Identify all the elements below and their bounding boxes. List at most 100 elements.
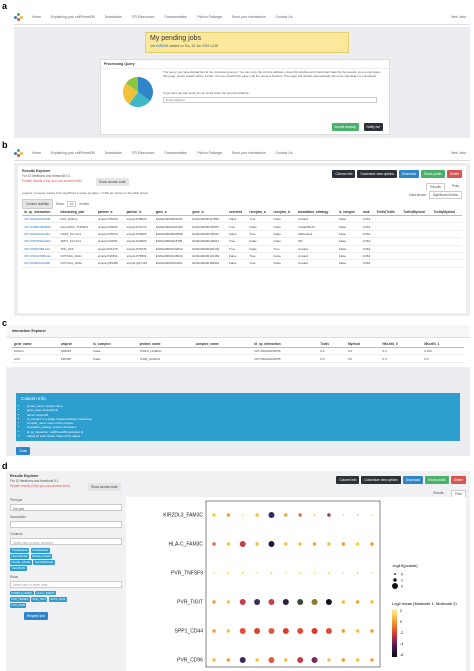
nav-view-jobs[interactable]: View Jobs <box>450 151 466 155</box>
delete-button[interactable]: Delete <box>446 170 462 178</box>
table-row[interactable]: CPI-SS03A0C067B FAS_FASLG simple:P25445 sim… <box>22 215 462 224</box>
column-info-button-d[interactable]: Column info <box>336 476 360 484</box>
description-input[interactable] <box>10 521 122 528</box>
show-access-code-button[interactable]: Show access code <box>96 178 129 186</box>
table-row[interactable]: CPI-SS07B3AA4D3 SPP1_SLC7A1 simple:P10451 s… <box>22 237 462 246</box>
nav-contact[interactable]: Contact Us <box>275 15 293 19</box>
column-tag[interactable]: Myeloid|Tcells <box>10 554 30 559</box>
table-cell[interactable]: CPI-SS039C02AB5 <box>22 259 59 268</box>
request-plot-button[interactable]: Request plot <box>24 611 48 620</box>
customize-view-button-d[interactable]: Customize view options <box>361 476 401 484</box>
table-cell[interactable]: CPI-SS07B3AA4D3 <box>22 237 59 246</box>
show-access-code-button-d[interactable]: Show access code <box>88 483 121 491</box>
job-id-link[interactable]: 6383494 <box>156 44 169 48</box>
column-header-gene-a[interactable]: gene_a <box>153 208 191 216</box>
nav-send-interactions[interactable]: Send your interactions <box>231 151 266 155</box>
share-public-button-d[interactable]: Share public <box>425 476 449 484</box>
tab-plots[interactable]: Plots <box>451 184 459 188</box>
tab-results[interactable]: Results <box>426 183 445 190</box>
download-button[interactable]: Download <box>398 170 420 178</box>
column-header-protein-name[interactable]: protein_name <box>137 340 194 348</box>
nav-explaining[interactable]: Explaining your cellPhoneDB <box>51 151 95 155</box>
tab-plots-d[interactable]: Plots <box>450 490 466 497</box>
column-header-myeloid[interactable]: Myeloid <box>346 340 381 348</box>
delete-button-d[interactable]: Delete <box>450 476 466 484</box>
nav-home[interactable]: Home <box>32 151 42 155</box>
column-header-tcells[interactable]: Tcells <box>318 340 347 348</box>
close-button[interactable]: Close <box>16 447 31 455</box>
nav-explaining[interactable]: Explaining your cellPhoneDB <box>51 15 95 19</box>
show-entries-select[interactable]: 10 <box>66 201 77 207</box>
table-cell[interactable]: CPI-SS0A4FA1A64 <box>22 230 59 239</box>
nav-python-package[interactable]: Python Package <box>197 15 222 19</box>
table-cell[interactable]: CPI-SS0F44B1A2C <box>22 245 59 253</box>
column-header-secreted[interactable]: secreted <box>227 208 248 216</box>
row-tag[interactable]: SPP1_CD44 <box>48 596 67 602</box>
nav-view-jobs[interactable]: View Jobs <box>450 15 466 19</box>
column-header-tcells-tcells[interactable]: Tcells|Tcells <box>374 208 402 216</box>
nav-contact[interactable]: Contact Us <box>275 151 293 155</box>
customize-view-button[interactable]: Customize view options <box>357 170 397 178</box>
table-cell[interactable]: CPI-SS0A27DB14A <box>22 252 59 261</box>
column-header-partner-a[interactable]: partner_a <box>95 208 125 216</box>
column-tag[interactable]: NKcells_0|Tcells <box>30 554 53 559</box>
column-header-gene-name[interactable]: gene_name <box>12 340 59 348</box>
table-row[interactable]: CPI-SS039C02AB5 NOTCH4_JAG2 simple:Q99466 s… <box>22 259 462 268</box>
table-cell[interactable]: CPI-SS03A0C067B <box>22 215 59 224</box>
nav-cpi-resources[interactable]: CPI Resources <box>131 151 155 155</box>
cellphonedb-logo[interactable] <box>14 13 25 21</box>
nav-home[interactable]: Home <box>32 15 42 19</box>
row-tag[interactable]: PVR_TNFSF9 <box>10 596 30 602</box>
column-header-receptor-b[interactable]: receptor_b <box>271 208 296 216</box>
column-tag[interactable]: NKcells_1|Tcells <box>10 560 32 565</box>
column-header-tcells-myeloid[interactable]: Tcells|Myeloid <box>431 208 462 216</box>
download-button-d[interactable]: Download <box>402 476 424 484</box>
table-row[interactable]: CPI-SS0A27DB14A NOTCH1_JAG1 simple:P46531 s… <box>22 252 462 261</box>
column-header-nkcells-1[interactable]: NKcells_1 <box>422 340 464 348</box>
column-header-is-complex[interactable]: is_complex <box>91 340 138 348</box>
nav-cpi-resources[interactable]: CPI Resources <box>131 15 155 19</box>
row-tag[interactable]: PVR_CD96 <box>10 603 27 608</box>
column-header-nkcells-0[interactable]: NKcells_0 <box>380 340 423 348</box>
table-row[interactable]: CPI-SS0B7AB4B3A HLA-DPA1_TNFSF9 simple:P20… <box>22 222 462 231</box>
column-info-button[interactable]: Column info <box>332 170 356 178</box>
column-header-is-integrin[interactable]: is_integrin <box>336 208 361 216</box>
rows-select[interactable]: Select one or more rows <box>10 580 122 588</box>
column-header-gene-b[interactable]: gene_b <box>190 208 228 216</box>
row-tag[interactable]: PVR_TIGIT <box>31 596 48 602</box>
row-tag[interactable]: HLA-C_FAM3C <box>35 590 56 596</box>
nav-send-interactions[interactable]: Send your interactions <box>231 15 266 19</box>
column-header-receptor-a[interactable]: receptor_a <box>247 208 272 216</box>
notify-me-button[interactable]: Notify me <box>363 123 383 131</box>
column-tag[interactable]: Tcells|Myeloid <box>10 548 30 553</box>
column-header-id-cp-interaction[interactable]: id_cp_interaction <box>22 208 59 216</box>
cellphonedb-logo[interactable] <box>14 149 25 157</box>
accept-anyway-button[interactable]: Accept anyway <box>331 123 359 131</box>
column-tag[interactable]: Myeloid|NKcells <box>33 560 55 565</box>
email-input[interactable] <box>163 97 377 103</box>
column-header-rank[interactable]: rank <box>360 208 375 216</box>
column-header-complex-name[interactable]: complex_name <box>193 340 253 348</box>
column-tag[interactable]: Tcells|NKcells <box>30 548 50 553</box>
table-row[interactable]: CPI-SS0F44B1A2C TNF_FAS simple:P01375 simpl… <box>22 245 462 253</box>
data-shown-select[interactable]: Significant Means <box>428 191 462 199</box>
column-header-annotation-strategy[interactable]: annotation_strategy <box>295 208 337 216</box>
nav-downloads[interactable]: Downloads <box>104 151 122 155</box>
column-tag[interactable]: Tcells|Tcells <box>10 566 27 571</box>
column-header-partner-b[interactable]: partner_b <box>124 208 154 216</box>
column-header-id-cp-interaction[interactable]: id_cp_interaction <box>252 340 319 348</box>
column-header-tcells-myeloid[interactable]: Tcells|Myeloid <box>401 208 432 216</box>
table-row[interactable]: CPI-SS0A4FA1A64 CD44_SLC7A1 simple:P16070 s… <box>22 230 462 239</box>
nav-python-package[interactable]: Python Package <box>197 151 222 155</box>
column-header-interacting-pair[interactable]: interacting_pair <box>58 208 96 216</box>
table-cell[interactable]: CPI-SS0B7AB4B3A <box>22 222 59 231</box>
nav-documentation[interactable]: Documentation <box>164 15 188 19</box>
tab-results-d[interactable]: Results <box>433 491 444 495</box>
share-public-button[interactable]: Share public <box>421 170 445 178</box>
row-tag[interactable]: KIR2DL3_FAM3C <box>10 590 34 596</box>
column-header-uniprot[interactable]: uniprot <box>58 340 92 348</box>
nav-downloads[interactable]: Downloads <box>104 15 122 19</box>
nav-documentation[interactable]: Documentation <box>164 151 188 155</box>
columns-select[interactable]: Select one or more columns <box>10 538 122 545</box>
plot-type-select[interactable]: Dot plot <box>10 504 122 511</box>
